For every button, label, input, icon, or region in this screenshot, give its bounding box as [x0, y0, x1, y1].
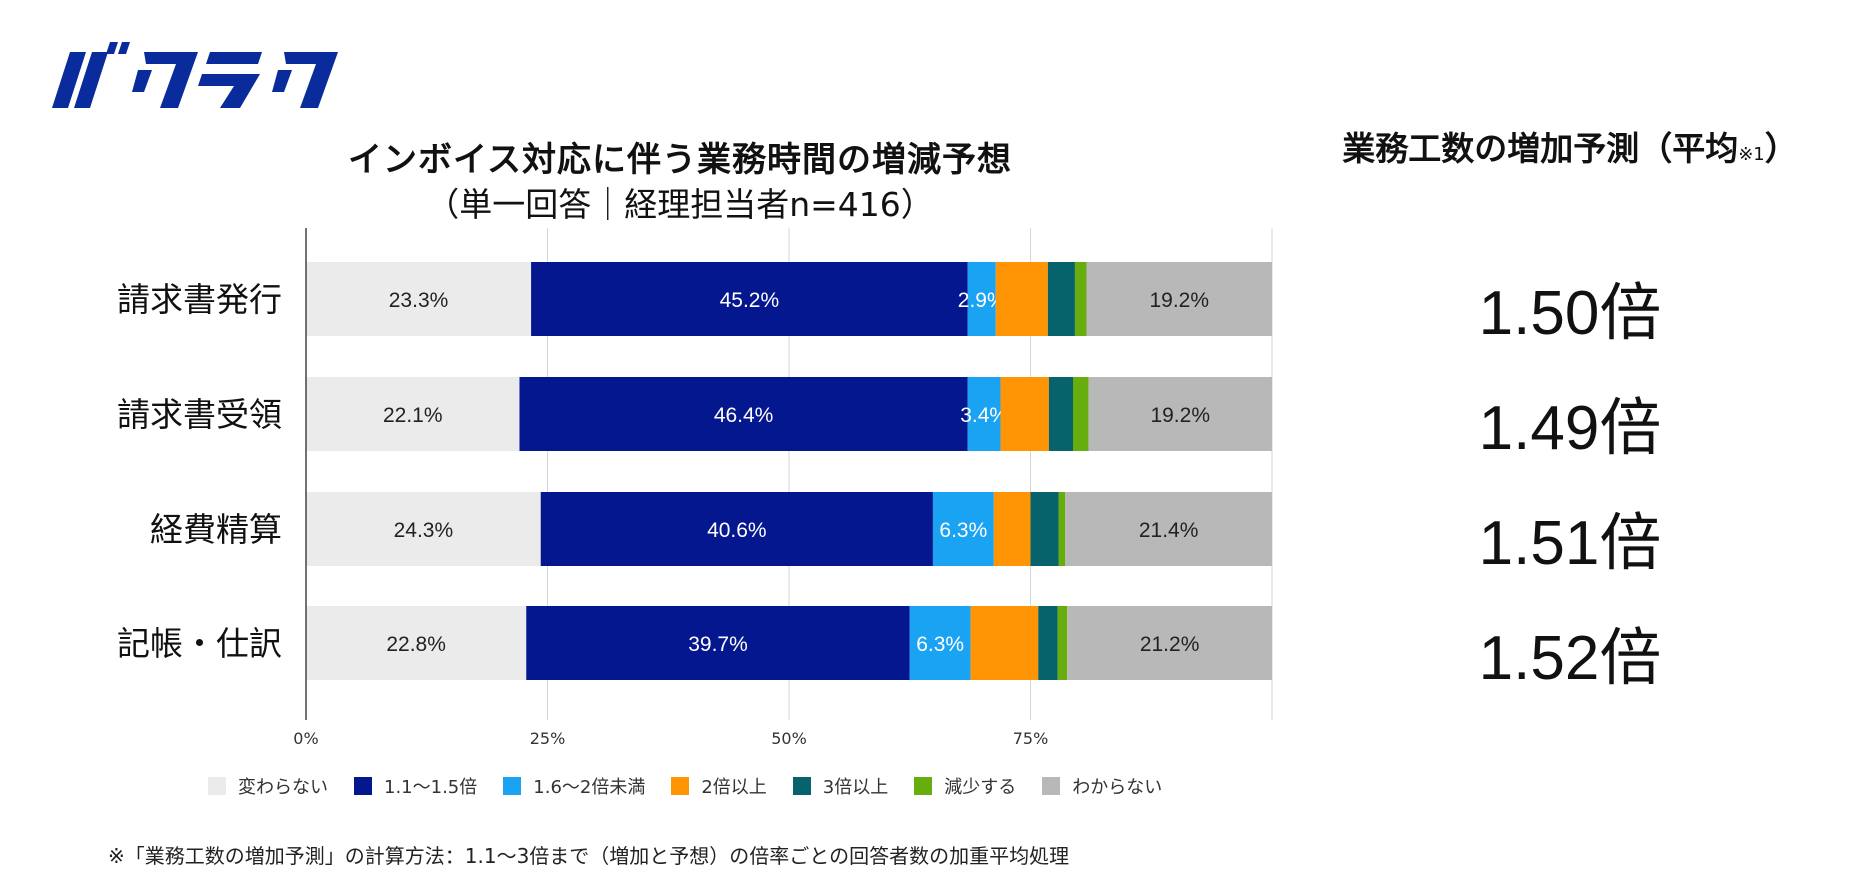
bakuraku-logo	[52, 42, 338, 108]
bar-segment	[306, 377, 520, 451]
data-label: 40.6%	[707, 519, 767, 542]
average-value: 1.52倍	[1478, 624, 1662, 693]
x-tick-label: 0%	[293, 729, 318, 748]
data-label: 6.3%	[939, 519, 987, 542]
data-label: 46.4%	[714, 404, 774, 427]
footnote: ※「業務工数の増加予測」の計算方法：1.1～3倍まで（増加と予想）の倍率ごとの回…	[108, 844, 1070, 868]
bar-segment	[1065, 492, 1272, 566]
bar-segment	[306, 262, 532, 336]
average-panel-title-close: ）	[1764, 129, 1798, 168]
legend-item: 1.1〜1.5倍	[354, 773, 477, 799]
legend-swatch	[208, 777, 226, 795]
bar-segment	[1073, 377, 1089, 451]
legend-item: 1.6〜2倍未満	[503, 773, 645, 799]
category-label: 経費精算	[150, 510, 282, 549]
bar-segment	[932, 492, 994, 566]
data-label: 24.3%	[394, 519, 454, 542]
bar-segment	[526, 606, 910, 680]
legend-label: 変わらない	[238, 777, 328, 798]
bar-segment	[1048, 377, 1074, 451]
bar-segment	[1000, 377, 1049, 451]
bar-segment	[995, 262, 1048, 336]
bar-segment	[1058, 492, 1066, 566]
bar-segment	[993, 492, 1031, 566]
data-label: 21.2%	[1140, 633, 1200, 656]
x-tick-label: 75%	[1013, 729, 1049, 748]
average-panel-title: 業務工数の増加予測（平均※1）	[1320, 122, 1820, 170]
data-label: 19.2%	[1149, 289, 1209, 312]
bar-segment	[1047, 262, 1075, 336]
average-value: 1.50倍	[1478, 279, 1662, 348]
legend-item: 3倍以上	[792, 773, 889, 799]
legend-label: 2倍以上	[701, 777, 767, 798]
chart-subtitle: （単一回答｜経理担当者n=416）	[426, 185, 934, 224]
legend-item: 2倍以上	[671, 773, 767, 799]
data-label: 3.4%	[960, 404, 1008, 427]
bar-segment	[306, 606, 527, 680]
category-label: 記帳・仕訳	[117, 624, 282, 663]
chart-title: インボイス対応に伴う業務時間の増減予想	[348, 140, 1012, 180]
bar-segment	[1067, 606, 1272, 680]
legend-label: わからない	[1072, 777, 1163, 798]
legend-item: わからない	[1042, 773, 1162, 799]
bar-segment	[1057, 606, 1068, 680]
legend-label: 1.1〜1.5倍	[384, 777, 478, 798]
average-value: 1.51倍	[1478, 509, 1662, 578]
category-label: 請求書受領	[117, 395, 282, 434]
bar-segment	[967, 377, 1001, 451]
bar-segment	[1086, 262, 1272, 336]
legend-swatch	[671, 777, 690, 795]
data-label: 6.3%	[916, 633, 964, 656]
category-label: 請求書発行	[117, 280, 282, 319]
legend-swatch	[503, 777, 522, 795]
bar-segment	[1038, 606, 1058, 680]
legend-label: 3倍以上	[822, 777, 889, 798]
legend-label: 減少する	[944, 777, 1017, 798]
data-label: 2.9%	[958, 289, 1006, 312]
legend-swatch	[914, 777, 933, 795]
bar-segment	[970, 606, 1039, 680]
bar-segment	[531, 262, 968, 336]
bar-segment	[909, 606, 971, 680]
bar-segment	[1074, 262, 1087, 336]
legend-swatch	[792, 777, 811, 795]
chart-legend: 変わらない 1.1〜1.5倍 1.6〜2倍未満 2倍以上 3倍以上 減少する わからない	[208, 773, 1162, 799]
data-label: 45.2%	[720, 289, 780, 312]
x-tick-label: 50%	[771, 729, 807, 748]
data-label: 22.8%	[386, 633, 446, 656]
legend-swatch	[1042, 777, 1061, 795]
average-value: 1.49倍	[1478, 394, 1662, 463]
legend-swatch	[354, 777, 372, 795]
bar-segment	[519, 377, 968, 451]
bar-segment	[1088, 377, 1272, 451]
legend-label: 1.6〜2倍未満	[533, 777, 646, 798]
data-label: 21.4%	[1139, 519, 1199, 542]
bar-segment	[540, 492, 933, 566]
average-panel-title-note: ※1	[1738, 144, 1765, 165]
stacked-bar-chart: 23.3% 45.2% 2.9% 19.2% 請求書発行 22.1% 46.4% 3.4% 19…	[117, 228, 1273, 748]
average-panel-title-text: 業務工数の増加予測（平均	[1342, 129, 1739, 168]
data-label: 39.7%	[688, 633, 748, 656]
bar-segment	[306, 492, 541, 566]
data-label: 22.1%	[383, 404, 443, 427]
bar-segment	[967, 262, 996, 336]
data-label: 19.2%	[1150, 404, 1210, 427]
bar-segment	[1030, 492, 1059, 566]
data-label: 23.3%	[389, 289, 449, 312]
legend-item: 減少する	[914, 773, 1016, 799]
x-tick-label: 25%	[530, 729, 566, 748]
legend-item: 変わらない	[208, 773, 328, 799]
